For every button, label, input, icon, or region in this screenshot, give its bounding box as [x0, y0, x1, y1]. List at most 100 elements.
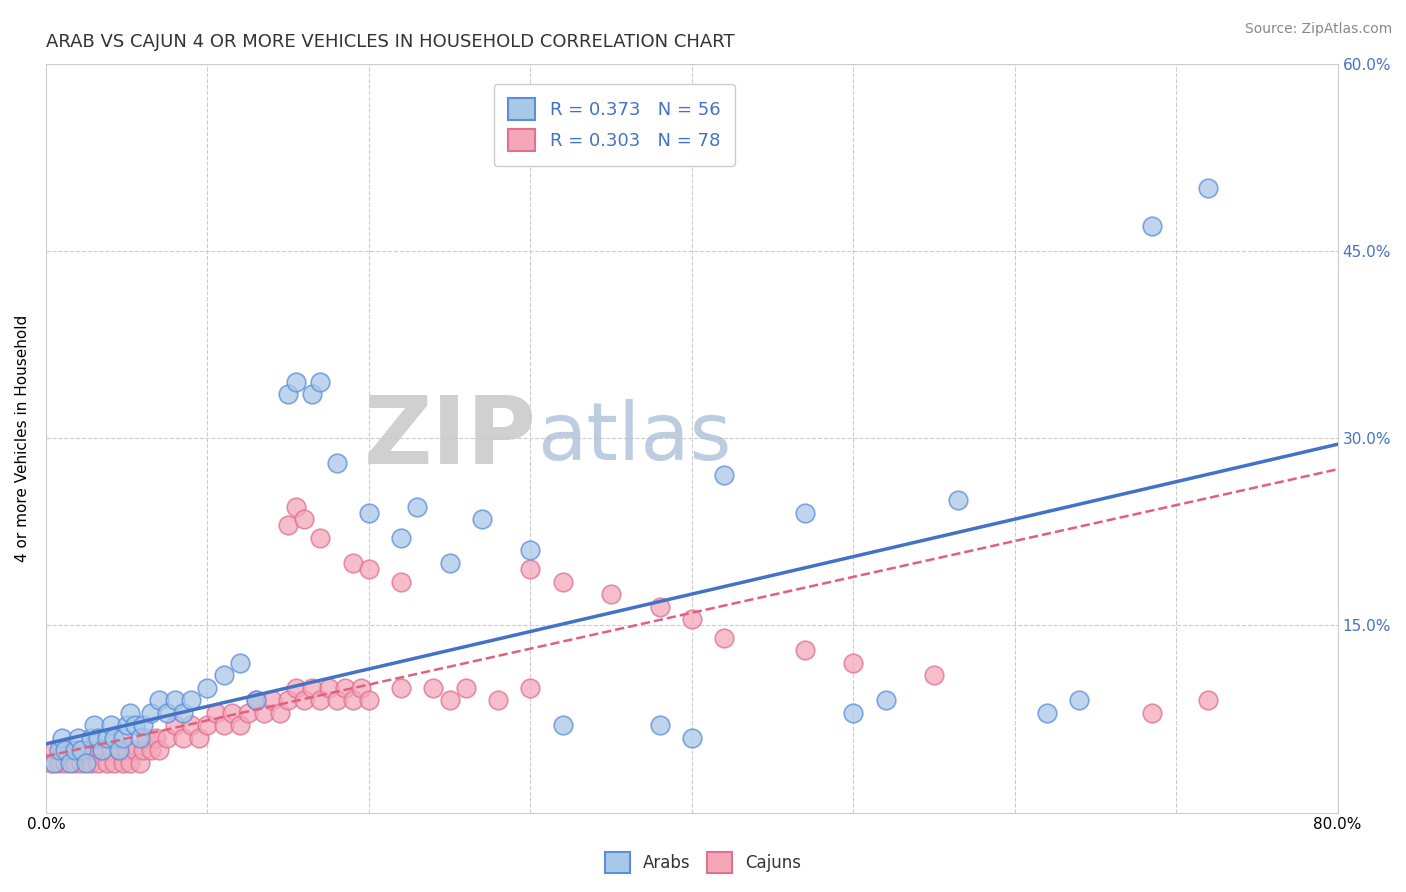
Point	[325, 456, 347, 470]
Point	[42, 756, 65, 770]
Point	[793, 506, 815, 520]
Point	[519, 543, 541, 558]
Point	[551, 718, 574, 732]
Point	[107, 743, 129, 757]
Point	[948, 493, 970, 508]
Point	[70, 743, 93, 757]
Point	[389, 531, 412, 545]
Point	[357, 506, 380, 520]
Point	[91, 743, 114, 757]
Point	[648, 599, 671, 614]
Point	[318, 681, 340, 695]
Point	[180, 718, 202, 732]
Point	[439, 556, 461, 570]
Point	[519, 562, 541, 576]
Point	[48, 743, 70, 757]
Point	[63, 756, 86, 770]
Point	[228, 656, 250, 670]
Point	[80, 756, 103, 770]
Point	[118, 706, 141, 720]
Point	[112, 756, 135, 770]
Point	[309, 531, 332, 545]
Legend: Arabs, Cajuns: Arabs, Cajuns	[598, 846, 808, 880]
Point	[325, 693, 347, 707]
Point	[357, 562, 380, 576]
Point	[188, 731, 211, 745]
Point	[1198, 693, 1220, 707]
Point	[103, 731, 125, 745]
Point	[124, 743, 146, 757]
Point	[100, 718, 122, 732]
Point	[301, 681, 323, 695]
Point	[70, 756, 93, 770]
Point	[357, 693, 380, 707]
Point	[132, 718, 155, 732]
Point	[132, 743, 155, 757]
Text: ZIP: ZIP	[364, 392, 537, 484]
Point	[128, 731, 150, 745]
Point	[63, 743, 86, 757]
Point	[100, 743, 122, 757]
Point	[285, 500, 308, 514]
Point	[519, 681, 541, 695]
Point	[53, 756, 76, 770]
Point	[156, 731, 179, 745]
Point	[269, 706, 291, 720]
Point	[842, 656, 865, 670]
Point	[135, 731, 157, 745]
Point	[197, 681, 219, 695]
Point	[212, 668, 235, 682]
Point	[96, 756, 118, 770]
Point	[681, 612, 703, 626]
Point	[39, 756, 62, 770]
Point	[454, 681, 477, 695]
Point	[112, 731, 135, 745]
Point	[124, 718, 146, 732]
Point	[91, 743, 114, 757]
Point	[148, 693, 170, 707]
Point	[86, 731, 108, 745]
Point	[277, 518, 299, 533]
Point	[422, 681, 444, 695]
Point	[156, 706, 179, 720]
Point	[197, 718, 219, 732]
Point	[471, 512, 494, 526]
Point	[75, 756, 97, 770]
Text: ARAB VS CAJUN 4 OR MORE VEHICLES IN HOUSEHOLD CORRELATION CHART: ARAB VS CAJUN 4 OR MORE VEHICLES IN HOUS…	[46, 33, 734, 51]
Point	[292, 512, 315, 526]
Point	[1140, 219, 1163, 233]
Point	[922, 668, 945, 682]
Point	[1036, 706, 1059, 720]
Point	[75, 743, 97, 757]
Point	[103, 756, 125, 770]
Point	[301, 387, 323, 401]
Point	[51, 731, 73, 745]
Point	[793, 643, 815, 657]
Point	[406, 500, 429, 514]
Point	[309, 693, 332, 707]
Point	[309, 375, 332, 389]
Point	[486, 693, 509, 707]
Point	[204, 706, 226, 720]
Point	[439, 693, 461, 707]
Point	[1069, 693, 1091, 707]
Point	[96, 731, 118, 745]
Point	[165, 693, 187, 707]
Text: Source: ZipAtlas.com: Source: ZipAtlas.com	[1244, 22, 1392, 37]
Point	[875, 693, 897, 707]
Point	[83, 743, 105, 757]
Point	[51, 743, 73, 757]
Point	[260, 693, 283, 707]
Point	[59, 756, 82, 770]
Point	[600, 587, 623, 601]
Point	[172, 731, 194, 745]
Point	[42, 743, 65, 757]
Point	[48, 756, 70, 770]
Text: atlas: atlas	[537, 399, 731, 477]
Point	[165, 718, 187, 732]
Point	[139, 743, 162, 757]
Point	[107, 743, 129, 757]
Point	[59, 743, 82, 757]
Point	[139, 706, 162, 720]
Point	[1140, 706, 1163, 720]
